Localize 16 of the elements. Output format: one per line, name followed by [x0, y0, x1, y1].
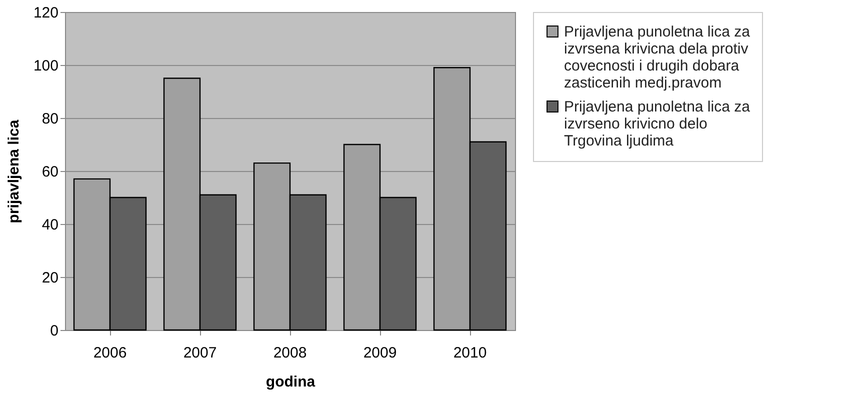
x-tick-label: 2008: [273, 344, 307, 362]
y-tick-label: 40: [42, 216, 58, 234]
y-tick-label: 20: [42, 270, 58, 286]
x-tick-label: 2007: [183, 344, 217, 362]
legend-label: Prijavljena punoletna lica za izvrsena krivicna dela protiv covecnosti i drugih dobara zasticenih medj.pravom: [564, 24, 751, 92]
y-tick-label: 120: [33, 4, 58, 22]
y-axis-title: prijavljena lica: [5, 119, 22, 224]
y-tick-label: 0: [50, 322, 58, 340]
x-tick-label: 2010: [453, 344, 487, 362]
x-tick-label: 2006: [93, 344, 127, 362]
x-tick-label: 2009: [363, 344, 397, 362]
y-tick-label: 60: [42, 164, 58, 180]
y-tick-label: 100: [33, 58, 58, 74]
x-axis-title: godina: [266, 374, 316, 390]
y-tick-label: 80: [42, 110, 58, 128]
legend-label: Prijavljena punoletna lica za izvrseno krivicno delo Trgovina ljudima: [564, 98, 751, 150]
